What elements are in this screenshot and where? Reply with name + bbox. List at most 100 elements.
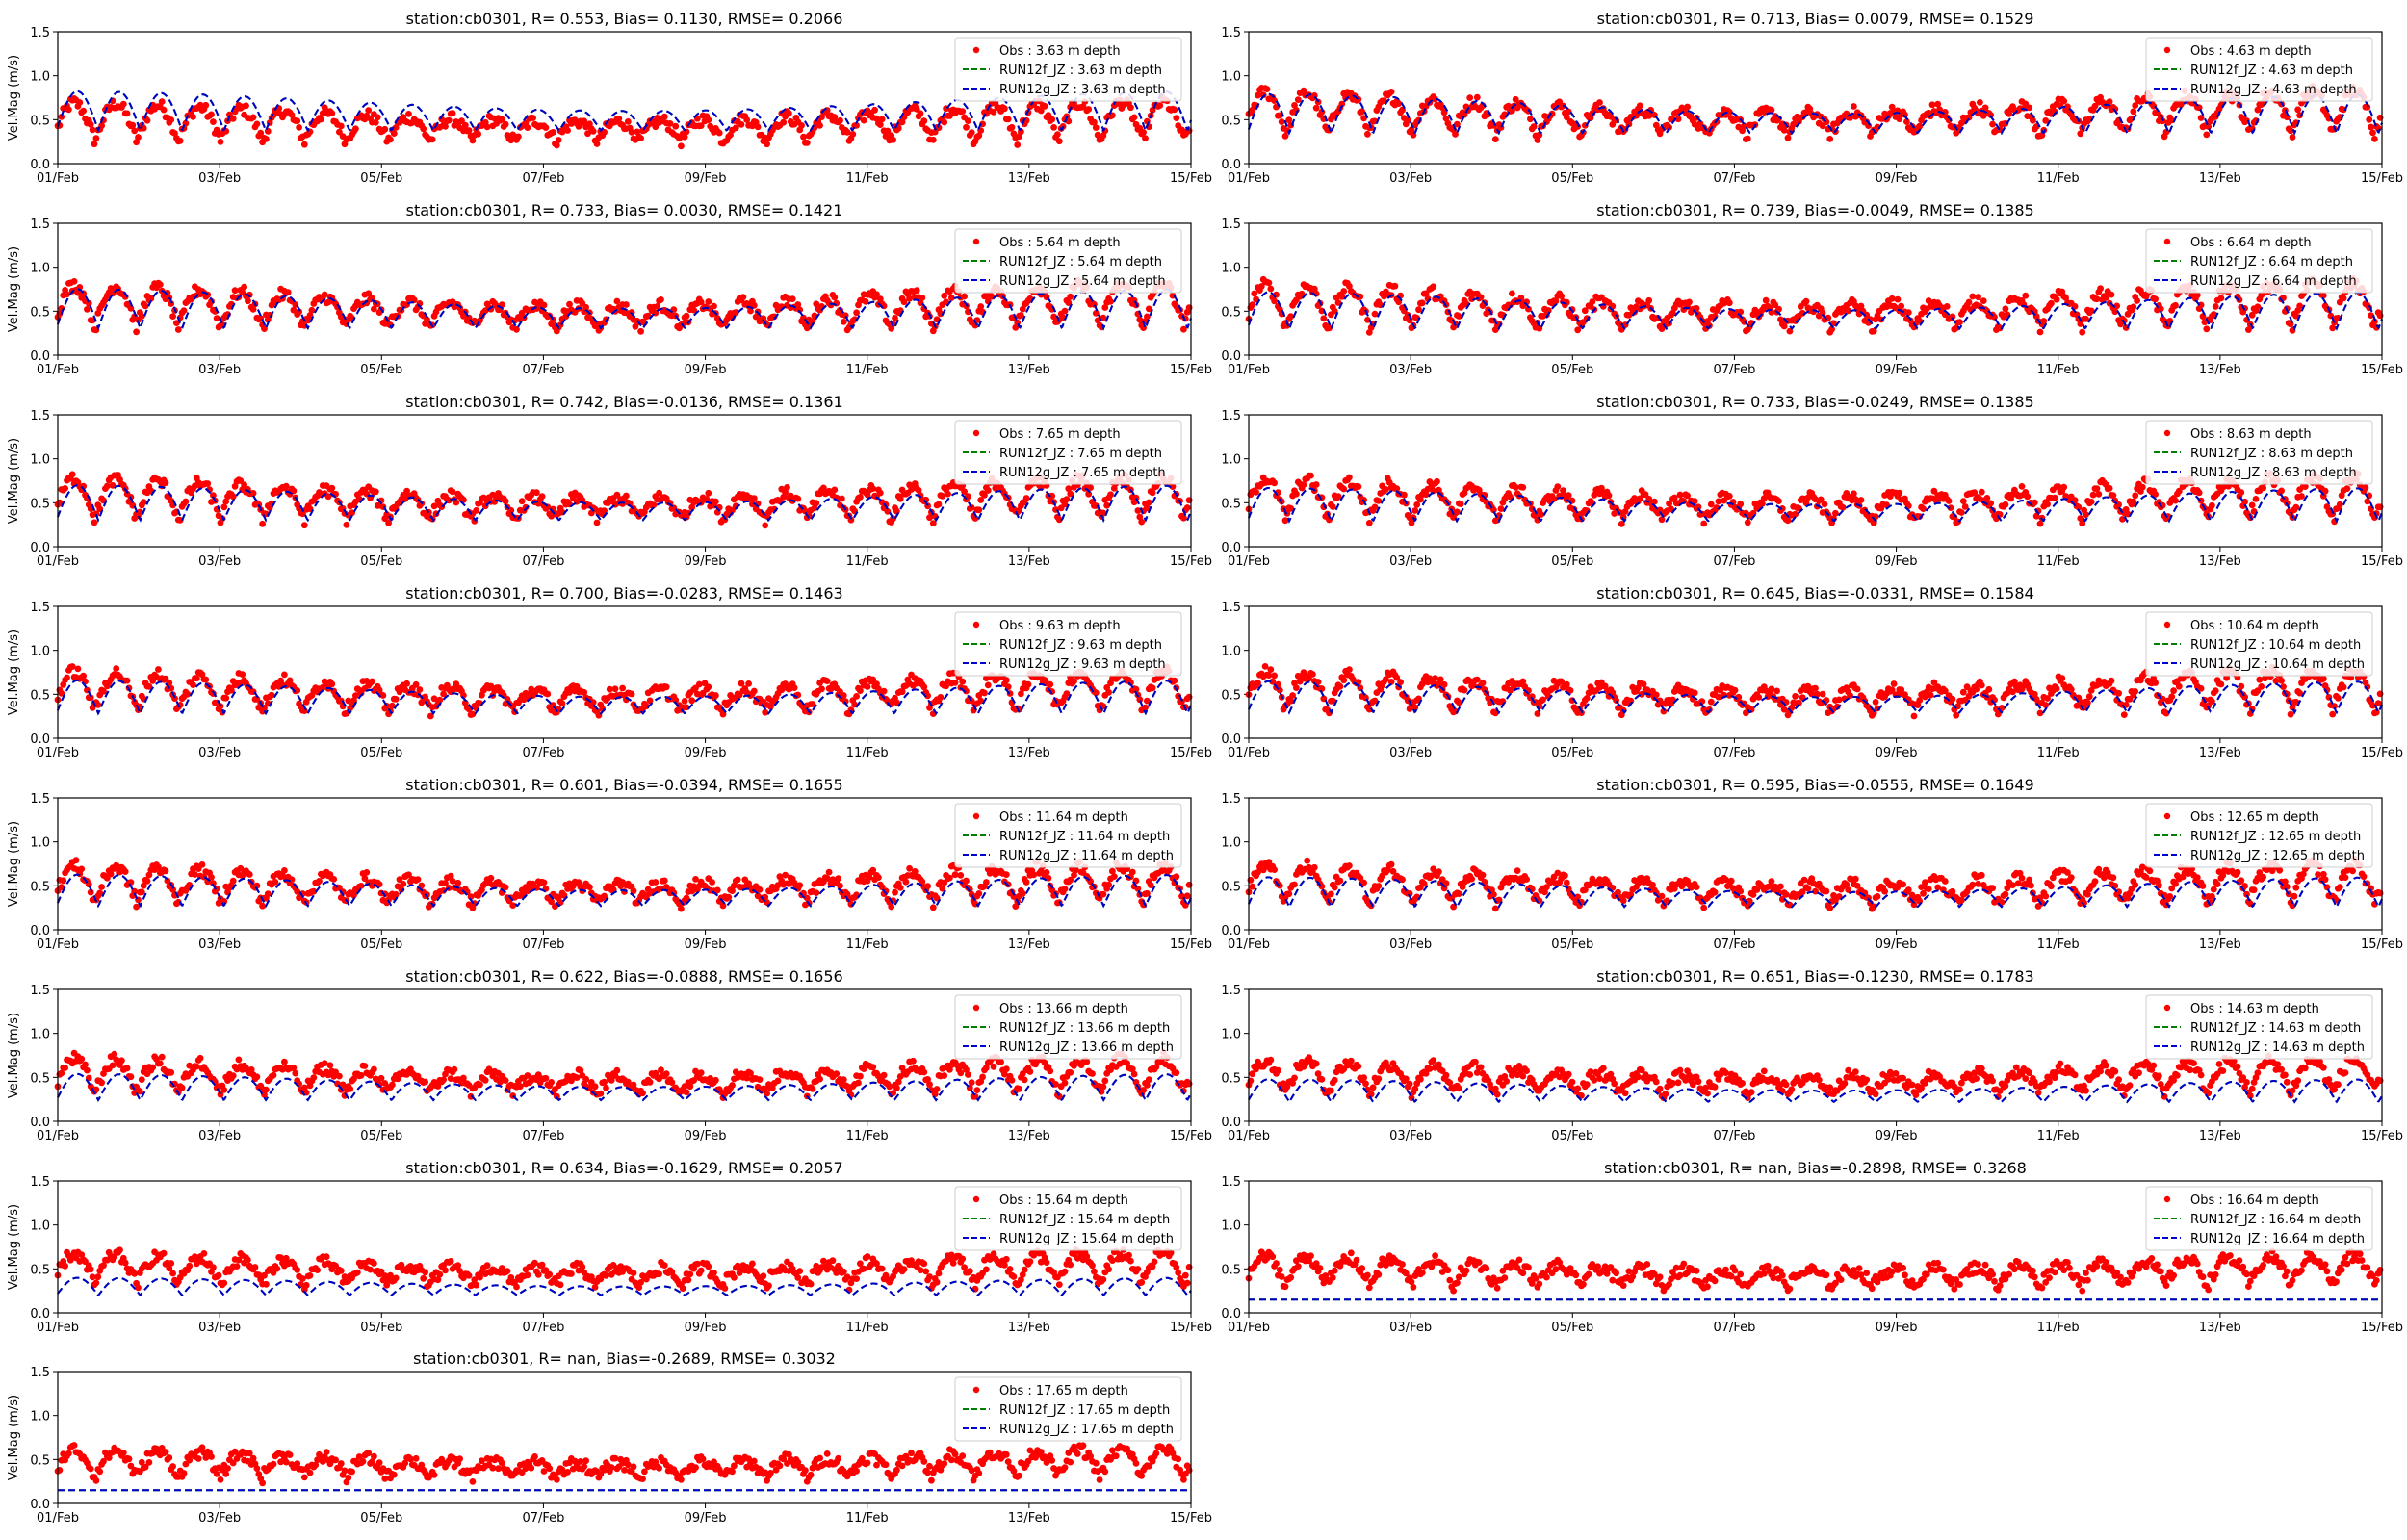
obs-point <box>284 289 292 296</box>
obs-point <box>789 295 796 302</box>
x-tick-label: 01/Feb <box>1228 746 1270 760</box>
obs-point <box>336 128 343 136</box>
obs-point <box>1014 319 1022 326</box>
obs-point <box>628 690 635 698</box>
obs-point <box>2212 303 2219 310</box>
obs-point <box>1312 104 1320 112</box>
obs-point <box>823 678 831 684</box>
obs-point <box>158 98 166 105</box>
obs-point <box>1980 297 1987 304</box>
obs-point <box>1271 297 1278 305</box>
legend-label: RUN12f_JZ : 9.63 m depth <box>999 638 1162 653</box>
obs-point <box>281 671 288 679</box>
obs-point <box>660 113 668 120</box>
obs-point <box>1092 124 1100 132</box>
obs-point <box>1140 129 1147 136</box>
obs-point <box>1107 298 1114 305</box>
obs-point <box>1329 503 1336 510</box>
y-tick-label: 1.5 <box>1221 409 1241 424</box>
x-tick-label: 13/Feb <box>1008 746 1050 760</box>
obs-point <box>862 298 869 305</box>
obs-point <box>80 107 87 115</box>
obs-point <box>1819 690 1826 698</box>
obs-point <box>1978 488 1985 496</box>
obs-point <box>803 140 811 146</box>
obs-point <box>2134 297 2141 304</box>
obs-point <box>169 313 177 320</box>
x-tick-label: 13/Feb <box>2199 363 2241 377</box>
obs-point <box>853 309 860 317</box>
obs-point <box>2018 483 2026 490</box>
obs-point <box>1658 516 1666 524</box>
obs-point <box>784 484 790 491</box>
obs-point <box>750 687 758 695</box>
obs-point <box>1896 489 1903 497</box>
obs-point <box>1364 130 1371 138</box>
legend-label: RUN12g_JZ : 9.63 m depth <box>999 657 1166 672</box>
x-tick-label: 05/Feb <box>360 746 402 760</box>
obs-point <box>294 117 301 124</box>
obs-point <box>2371 136 2378 142</box>
obs-point <box>483 123 491 131</box>
obs-point <box>2162 128 2170 136</box>
legend-label: RUN12f_JZ : 7.65 m depth <box>999 447 1162 461</box>
obs-point <box>119 100 127 108</box>
obs-point <box>1700 520 1708 527</box>
obs-point <box>1138 518 1146 526</box>
obs-point <box>1050 124 1057 131</box>
obs-point <box>1001 105 1008 113</box>
obs-point <box>174 326 182 333</box>
obs-point <box>2051 494 2058 501</box>
obs-point <box>530 115 536 121</box>
obs-point <box>623 492 630 500</box>
obs-point <box>1744 135 1751 142</box>
obs-point <box>738 120 745 128</box>
obs-point <box>1920 505 1927 512</box>
x-tick-label: 05/Feb <box>360 363 402 377</box>
obs-point <box>1851 103 1857 110</box>
obs-point <box>1784 517 1792 525</box>
obs-point <box>1707 500 1715 508</box>
obs-point <box>1263 86 1271 92</box>
obs-point <box>2292 503 2300 511</box>
y-tick-label: 0.0 <box>30 349 50 364</box>
obs-point <box>2172 301 2179 309</box>
obs-point <box>1707 698 1715 706</box>
obs-point <box>1977 99 1983 106</box>
obs-point <box>2095 491 2103 498</box>
obs-point <box>589 699 597 706</box>
panel-4: station:cb0301, R= 0.739, Bias=-0.0049, … <box>1221 201 2403 377</box>
obs-point <box>524 124 531 132</box>
x-tick-label: 13/Feb <box>2199 554 2241 569</box>
y-tick-label: 1.5 <box>30 26 50 40</box>
obs-point <box>1142 135 1149 142</box>
obs-point <box>1987 500 1995 507</box>
obs-point <box>658 296 664 303</box>
obs-series <box>54 92 1193 150</box>
obs-point <box>84 306 91 313</box>
x-tick-label: 01/Feb <box>1228 554 1270 569</box>
obs-point <box>156 281 164 288</box>
obs-point <box>1430 283 1437 291</box>
legend-label: RUN12g_JZ : 4.63 m depth <box>2190 83 2357 97</box>
legend-label: RUN12g_JZ : 6.64 m depth <box>2190 274 2357 289</box>
obs-point <box>217 139 224 145</box>
legend-label: Obs : 4.63 m depth <box>2190 44 2312 59</box>
obs-point <box>420 125 427 133</box>
y-tick-label: 1.5 <box>1221 218 1241 232</box>
obs-point <box>204 480 212 487</box>
obs-point <box>2203 325 2211 333</box>
obs-point <box>1183 504 1191 511</box>
legend-marker-obs <box>2163 429 2171 437</box>
obs-point <box>1890 680 1898 687</box>
obs-point <box>1383 486 1389 493</box>
obs-point <box>780 118 788 126</box>
obs-point <box>1454 508 1461 516</box>
obs-point <box>2298 493 2305 500</box>
obs-point <box>732 124 739 132</box>
obs-point <box>712 498 719 505</box>
obs-point <box>840 319 847 325</box>
obs-point <box>2036 520 2044 527</box>
obs-point <box>818 685 825 693</box>
